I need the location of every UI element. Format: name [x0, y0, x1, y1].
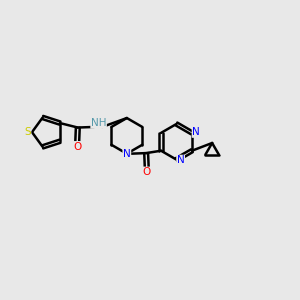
Text: N: N: [177, 155, 184, 165]
Text: S: S: [24, 127, 31, 137]
Text: N: N: [192, 127, 200, 137]
Text: NH: NH: [91, 118, 106, 128]
Text: O: O: [142, 167, 151, 177]
Text: N: N: [123, 149, 131, 159]
Text: O: O: [73, 142, 81, 152]
